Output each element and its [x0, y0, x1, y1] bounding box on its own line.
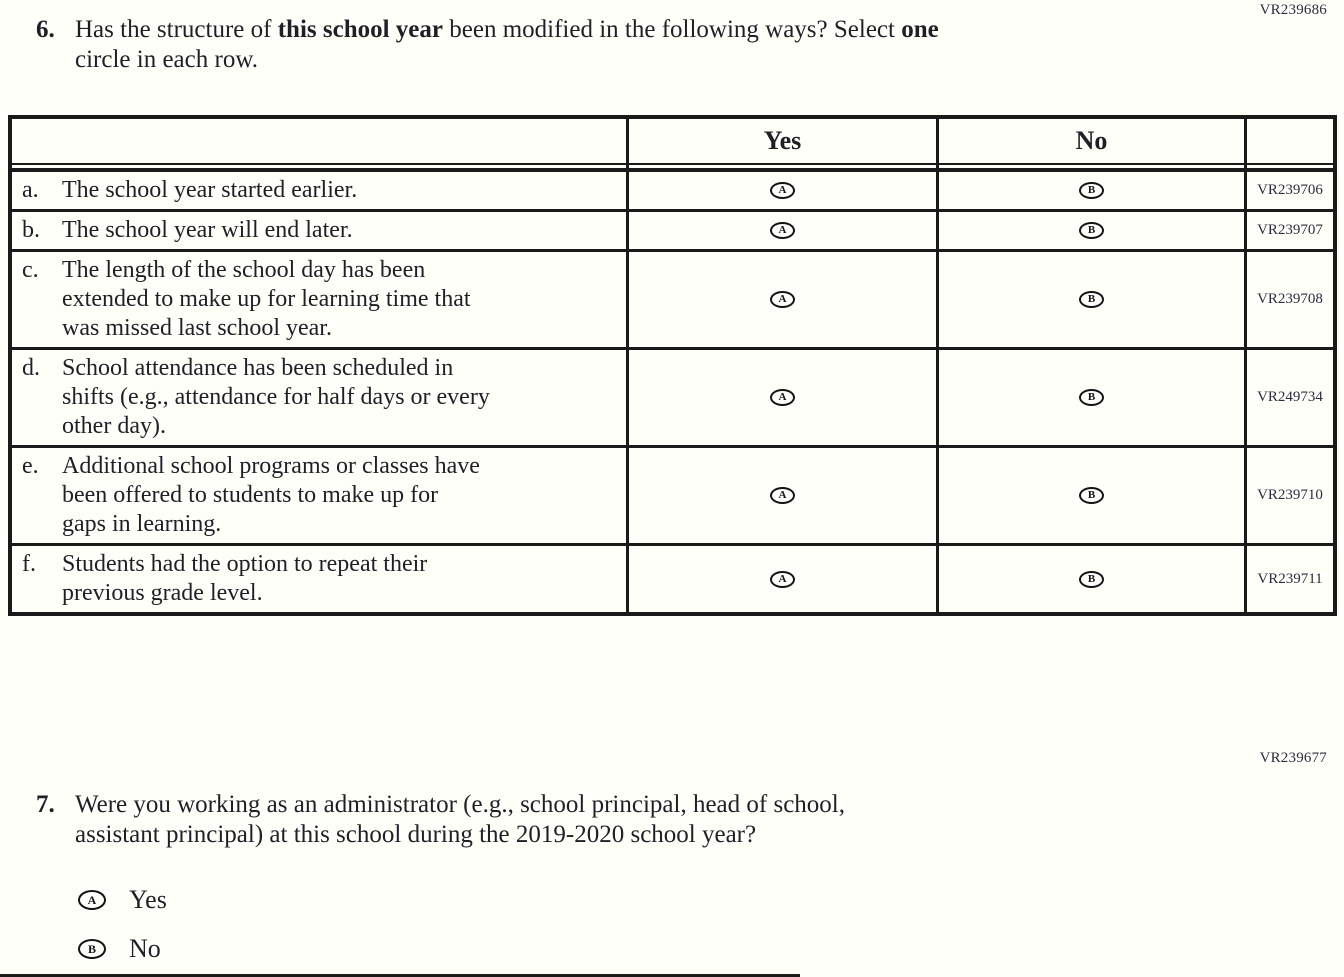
yes-cell: A — [626, 350, 936, 445]
yes-cell: A — [626, 546, 936, 612]
question-6-line-1: Has the structure of this school year be… — [75, 15, 939, 45]
row-letter: f. — [22, 551, 36, 577]
statement-text: Students had the option to repeat their … — [62, 551, 428, 606]
separator-cell — [12, 165, 626, 168]
answer-bubble-yes[interactable]: A — [770, 570, 795, 588]
row-letter: d. — [22, 355, 40, 381]
answer-bubble-no[interactable]: B — [1079, 487, 1104, 504]
no-cell: B — [936, 546, 1244, 612]
statement-cell: a. The school year started earlier. — [12, 172, 626, 209]
q6-block-code: VR239686 — [1259, 2, 1327, 18]
table-header-row: Yes No — [12, 119, 1333, 163]
answer-bubble-yes[interactable]: A — [770, 487, 795, 504]
question-7: 7. Were you working as an administrator … — [36, 790, 845, 850]
row-letter: b. — [22, 217, 40, 243]
q6-text-segment: Has the structure of — [75, 16, 278, 43]
row-code: VR239707 — [1244, 212, 1333, 249]
answer-bubble-yes[interactable]: A — [770, 222, 795, 239]
question-7-line-2: assistant principal) at this school duri… — [75, 821, 757, 848]
q6-text-bold-segment: one — [901, 16, 939, 43]
statement-text: Additional school programs or classes ha… — [62, 453, 480, 537]
answer-bubble-yes[interactable]: A — [770, 291, 795, 308]
question-7-number: 7. — [36, 791, 55, 818]
question-6-line-2: circle in each row. — [75, 46, 258, 73]
option-a-bubble[interactable]: A — [78, 890, 106, 910]
table-row-c: c. The length of the school day has been… — [12, 249, 1333, 347]
row-letter: a. — [22, 177, 39, 203]
header-code-cell — [1244, 119, 1333, 163]
question-7-line-1: Were you working as an administrator (e.… — [75, 791, 845, 818]
no-cell: B — [936, 212, 1244, 249]
yes-cell: A — [626, 212, 936, 249]
question-6-text: Has the structure of this school year be… — [75, 15, 939, 75]
no-cell: B — [936, 350, 1244, 445]
question-6-number: 6. — [36, 16, 55, 43]
answer-bubble-yes[interactable]: A — [770, 182, 795, 199]
answer-bubble-no[interactable]: B — [1079, 389, 1104, 406]
no-cell: B — [936, 448, 1244, 543]
statement-cell: b. The school year will end later. — [12, 212, 626, 249]
q6-answer-table: Yes No a. The school year started earlie… — [8, 115, 1337, 616]
statement-cell: c. The length of the school day has been… — [12, 252, 626, 347]
table-row-d: d. School attendance has been scheduled … — [12, 347, 1333, 445]
row-code: VR249734 — [1244, 350, 1333, 445]
header-double-rule — [12, 163, 1333, 172]
statement-cell: d. School attendance has been scheduled … — [12, 350, 626, 445]
question-6: 6. Has the structure of this school year… — [36, 15, 939, 75]
table-row-f: f. Students had the option to repeat the… — [12, 543, 1333, 612]
scan-edge-artifact — [0, 974, 800, 977]
row-code: VR239710 — [1244, 448, 1333, 543]
option-yes[interactable]: A Yes — [78, 884, 167, 916]
option-b-bubble[interactable]: B — [78, 939, 106, 959]
statement-text: The length of the school day has been ex… — [62, 257, 471, 341]
question-7-text: Were you working as an administrator (e.… — [75, 790, 845, 850]
table-row-e: e. Additional school programs or classes… — [12, 445, 1333, 543]
row-letter: e. — [22, 453, 39, 479]
statement-text: School attendance has been scheduled in … — [62, 355, 490, 439]
header-yes-label: Yes — [626, 119, 936, 163]
yes-cell: A — [626, 252, 936, 347]
no-cell: B — [936, 172, 1244, 209]
yes-cell: A — [626, 172, 936, 209]
answer-bubble-no[interactable]: B — [1079, 291, 1104, 308]
row-letter: c. — [22, 257, 39, 283]
statement-cell: e. Additional school programs or classes… — [12, 448, 626, 543]
no-cell: B — [936, 252, 1244, 347]
yes-cell: A — [626, 448, 936, 543]
answer-bubble-yes[interactable]: A — [770, 389, 795, 406]
table-row-b: b. The school year will end later. A B V… — [12, 209, 1333, 249]
table-row-a: a. The school year started earlier. A B … — [12, 172, 1333, 209]
statement-cell: f. Students had the option to repeat the… — [12, 546, 626, 612]
answer-bubble-no[interactable]: B — [1079, 570, 1104, 588]
option-no[interactable]: B No — [78, 933, 167, 965]
q7-options: A Yes B No — [78, 884, 167, 977]
option-no-label: No — [129, 934, 161, 963]
separator-cell — [1244, 165, 1333, 168]
answer-bubble-no[interactable]: B — [1079, 182, 1104, 199]
header-no-label: No — [936, 119, 1244, 163]
option-yes-label: Yes — [129, 885, 167, 914]
q6-text-segment: been modified in the following ways? Sel… — [443, 16, 902, 43]
row-code: VR239708 — [1244, 252, 1333, 347]
answer-bubble-no[interactable]: B — [1079, 222, 1104, 239]
statement-text: The school year started earlier. — [62, 177, 358, 203]
q6-text-bold-segment: this school year — [277, 16, 443, 43]
q7-block-code: VR239677 — [1259, 750, 1327, 766]
statement-text: The school year will end later. — [62, 217, 353, 243]
separator-cell — [936, 165, 1244, 168]
header-statement-cell — [12, 119, 626, 163]
separator-cell — [626, 165, 936, 168]
row-code: VR239711 — [1244, 546, 1333, 612]
row-code: VR239706 — [1244, 172, 1333, 209]
